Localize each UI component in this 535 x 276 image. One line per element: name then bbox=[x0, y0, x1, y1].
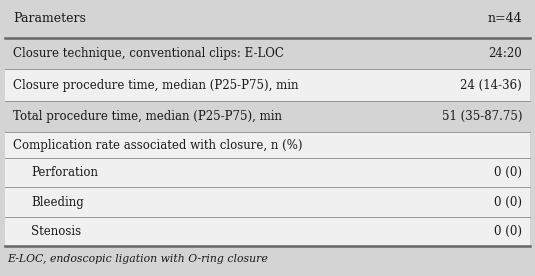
Bar bbox=[5, 69, 530, 101]
Bar bbox=[5, 187, 530, 217]
Bar bbox=[5, 101, 530, 132]
Bar bbox=[5, 158, 530, 187]
Text: Total procedure time, median (P25-P75), min: Total procedure time, median (P25-P75), … bbox=[13, 110, 282, 123]
Text: Complication rate associated with closure, n (%): Complication rate associated with closur… bbox=[13, 139, 302, 152]
Text: 51 (35-87.75): 51 (35-87.75) bbox=[441, 110, 522, 123]
Text: E-LOC, endoscopic ligation with O-ring closure: E-LOC, endoscopic ligation with O-ring c… bbox=[7, 254, 268, 264]
Bar bbox=[5, 0, 530, 38]
Text: Closure technique, conventional clips: E-LOC: Closure technique, conventional clips: E… bbox=[13, 47, 284, 60]
Bar bbox=[5, 38, 530, 69]
Text: Perforation: Perforation bbox=[31, 166, 98, 179]
Text: 0 (0): 0 (0) bbox=[494, 166, 522, 179]
Text: Parameters: Parameters bbox=[13, 12, 86, 25]
Text: Bleeding: Bleeding bbox=[31, 196, 84, 209]
Bar bbox=[5, 217, 530, 246]
Text: Stenosis: Stenosis bbox=[31, 225, 81, 238]
Text: Closure procedure time, median (P25-P75), min: Closure procedure time, median (P25-P75)… bbox=[13, 79, 299, 92]
Bar bbox=[5, 38, 530, 246]
Text: 24 (14-36): 24 (14-36) bbox=[460, 79, 522, 92]
Text: 0 (0): 0 (0) bbox=[494, 225, 522, 238]
Text: 0 (0): 0 (0) bbox=[494, 196, 522, 209]
Text: n=44: n=44 bbox=[487, 12, 522, 25]
Bar bbox=[5, 132, 530, 158]
Text: 24:20: 24:20 bbox=[488, 47, 522, 60]
